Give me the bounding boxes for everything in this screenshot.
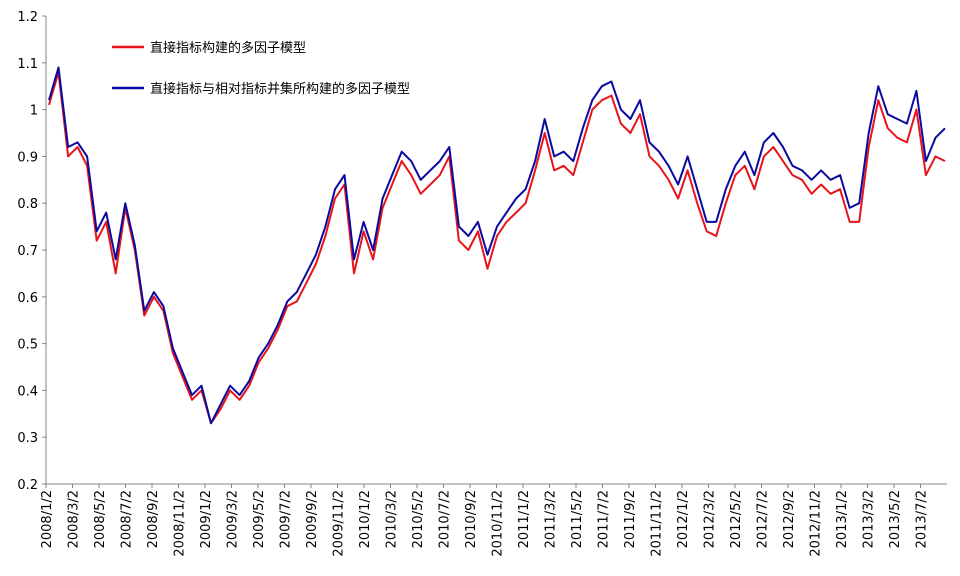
x-tick-label: 2009/5/2 <box>252 490 267 548</box>
y-axis-ticks: 0.2 0.3 0.4 0.5 0.6 0.7 0.8 0.9 1 1.1 1.2 <box>17 10 46 493</box>
x-tick-label: 2012/3/2 <box>703 490 718 548</box>
x-tick-label: 2010/7/2 <box>438 490 453 548</box>
y-tick-label: 1.2 <box>17 10 38 25</box>
legend-label-series-2: 直接指标与相对指标并集所构建的多因子模型 <box>150 81 410 97</box>
x-tick-label: 2008/11/2 <box>173 490 188 557</box>
x-tick-label: 2011/5/2 <box>570 490 585 548</box>
legend: 直接指标构建的多因子模型 直接指标与相对指标并集所构建的多因子模型 <box>112 40 410 97</box>
y-tick-label: 0.7 <box>17 244 38 259</box>
x-tick-label: 2011/11/2 <box>650 490 665 557</box>
y-tick-label: 0.3 <box>17 431 38 446</box>
x-tick-label: 2010/5/2 <box>411 490 426 548</box>
x-tick-label: 2008/1/2 <box>40 490 55 548</box>
x-tick-label: 2009/9/2 <box>305 490 320 548</box>
series-line-2 <box>48 66 946 425</box>
x-tick-label: 2010/3/2 <box>385 490 400 548</box>
x-tick-label: 2008/9/2 <box>146 490 161 548</box>
x-tick-label: 2012/7/2 <box>756 490 771 548</box>
x-tick-label: 2010/1/2 <box>358 490 373 548</box>
x-tick-label: 2009/3/2 <box>226 490 241 548</box>
x-tick-label: 2008/7/2 <box>120 490 135 548</box>
x-tick-label: 2011/1/2 <box>517 490 532 548</box>
y-tick-label: 1.1 <box>17 57 38 72</box>
x-tick-label: 2012/9/2 <box>782 490 797 548</box>
y-tick-label: 0.5 <box>17 338 38 353</box>
x-tick-label: 2011/7/2 <box>597 490 612 548</box>
y-tick-label: 0.6 <box>17 291 38 306</box>
x-tick-label: 2008/3/2 <box>67 490 82 548</box>
y-tick-label: 0.4 <box>17 384 38 399</box>
x-tick-label: 2013/7/2 <box>915 490 930 548</box>
series-line-1 <box>48 71 946 425</box>
x-tick-label: 2013/5/2 <box>888 490 903 548</box>
y-tick-label: 0.2 <box>17 478 38 493</box>
legend-label-series-1: 直接指标构建的多因子模型 <box>150 40 306 56</box>
x-axis-ticks: 2008/1/2 2008/3/2 2008/5/2 2008/7/2 2008/9/2… <box>40 484 930 557</box>
x-tick-label: 2009/11/2 <box>332 490 347 557</box>
x-tick-label: 2010/9/2 <box>464 490 479 548</box>
x-tick-label: 2010/11/2 <box>491 490 506 557</box>
x-tick-label: 2011/9/2 <box>623 490 638 548</box>
x-tick-label: 2012/1/2 <box>676 490 691 548</box>
y-tick-label: 1 <box>30 104 38 119</box>
series-lines <box>48 66 946 425</box>
x-tick-label: 2009/7/2 <box>279 490 294 548</box>
x-tick-label: 2012/5/2 <box>729 490 744 548</box>
y-tick-label: 0.8 <box>17 197 38 212</box>
x-tick-label: 2013/1/2 <box>835 490 850 548</box>
x-tick-label: 2012/11/2 <box>809 490 824 557</box>
x-tick-label: 2011/3/2 <box>544 490 559 548</box>
x-tick-label: 2013/3/2 <box>862 490 877 548</box>
x-tick-label: 2009/1/2 <box>199 490 214 548</box>
y-tick-label: 0.9 <box>17 150 38 165</box>
x-tick-label: 2008/5/2 <box>93 490 108 548</box>
